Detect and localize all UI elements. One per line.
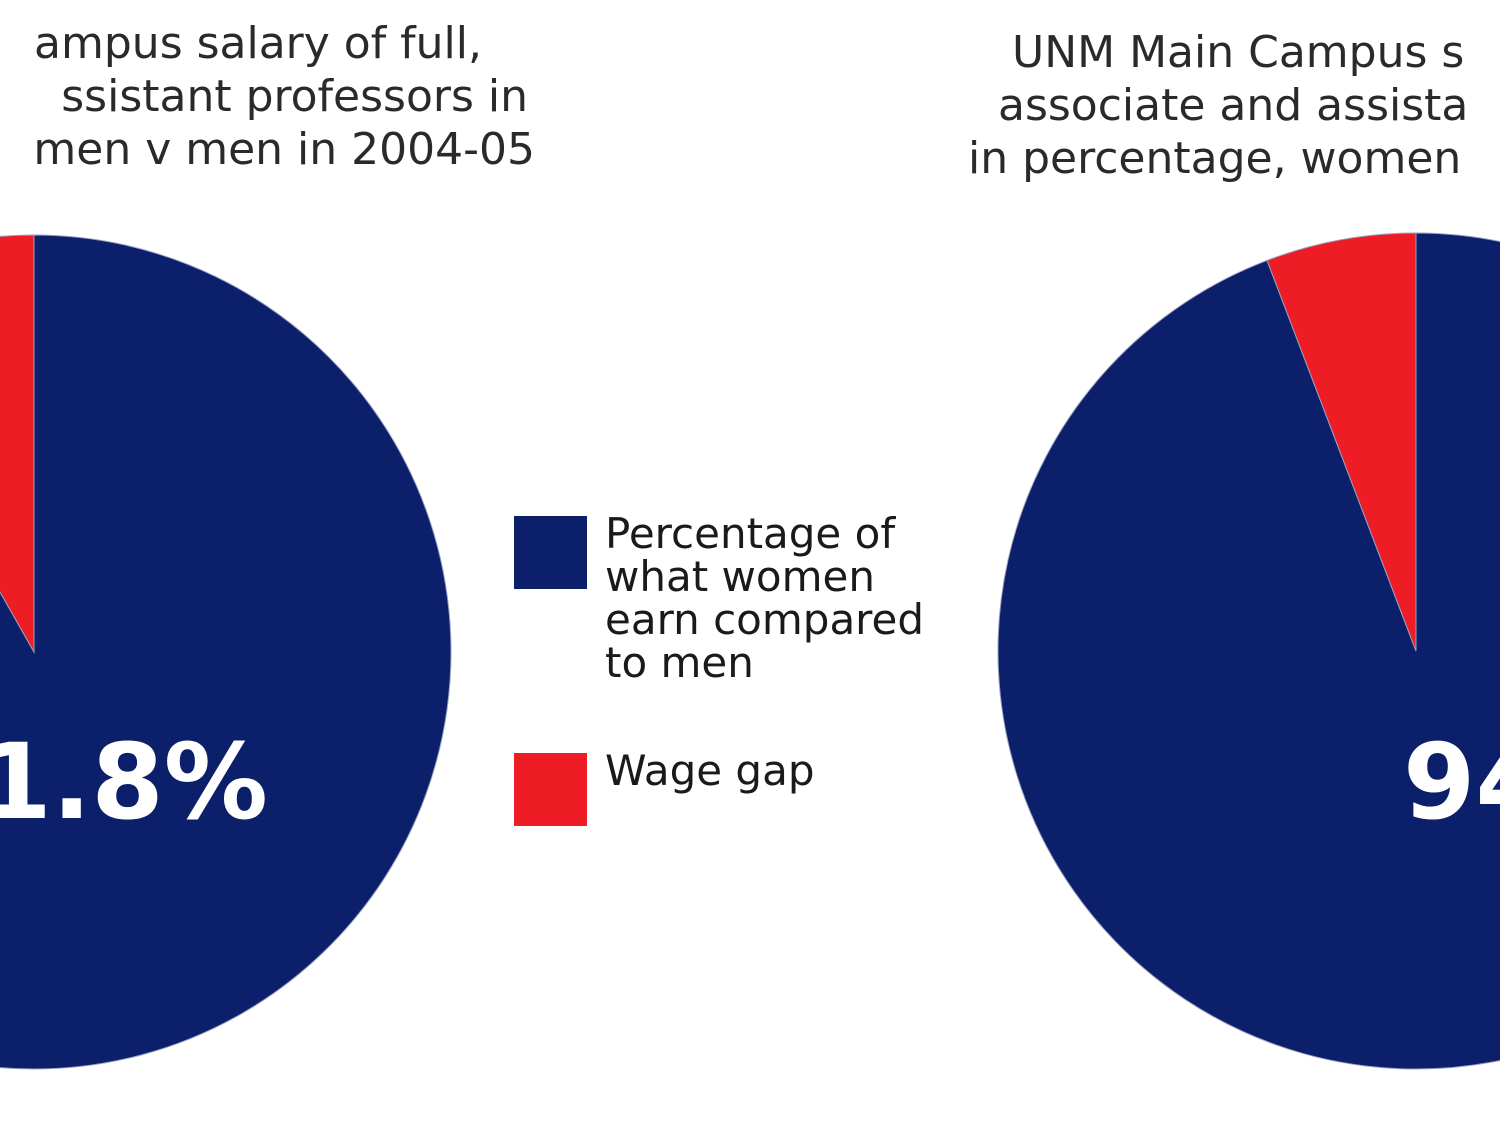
legend-label: Percentage of bbox=[605, 509, 896, 558]
chart-title: ssistant professors in bbox=[61, 71, 528, 122]
chart-title: in percentage, women bbox=[968, 133, 1461, 184]
chart-title: men v men in 2004-05 bbox=[33, 124, 535, 175]
pie-slice bbox=[0, 234, 35, 654]
chart-title: associate and assista bbox=[998, 80, 1468, 131]
legend-label: to men bbox=[605, 638, 754, 687]
legend-label: Wage gap bbox=[605, 746, 815, 795]
pie-slice bbox=[1266, 232, 1417, 652]
legend-label: what women bbox=[605, 552, 875, 601]
slice-label: 91.8% bbox=[0, 721, 268, 843]
chart-title: UNM Main Campus s bbox=[1012, 27, 1464, 78]
legend-swatch bbox=[514, 753, 587, 826]
slice-label: 94 bbox=[1403, 721, 1500, 843]
pie-slice bbox=[997, 232, 1500, 1070]
chart-title: ampus salary of full, bbox=[34, 18, 482, 69]
legend-label: earn compared bbox=[605, 595, 924, 644]
pie-slice bbox=[0, 234, 452, 1070]
legend-swatch bbox=[514, 516, 587, 589]
